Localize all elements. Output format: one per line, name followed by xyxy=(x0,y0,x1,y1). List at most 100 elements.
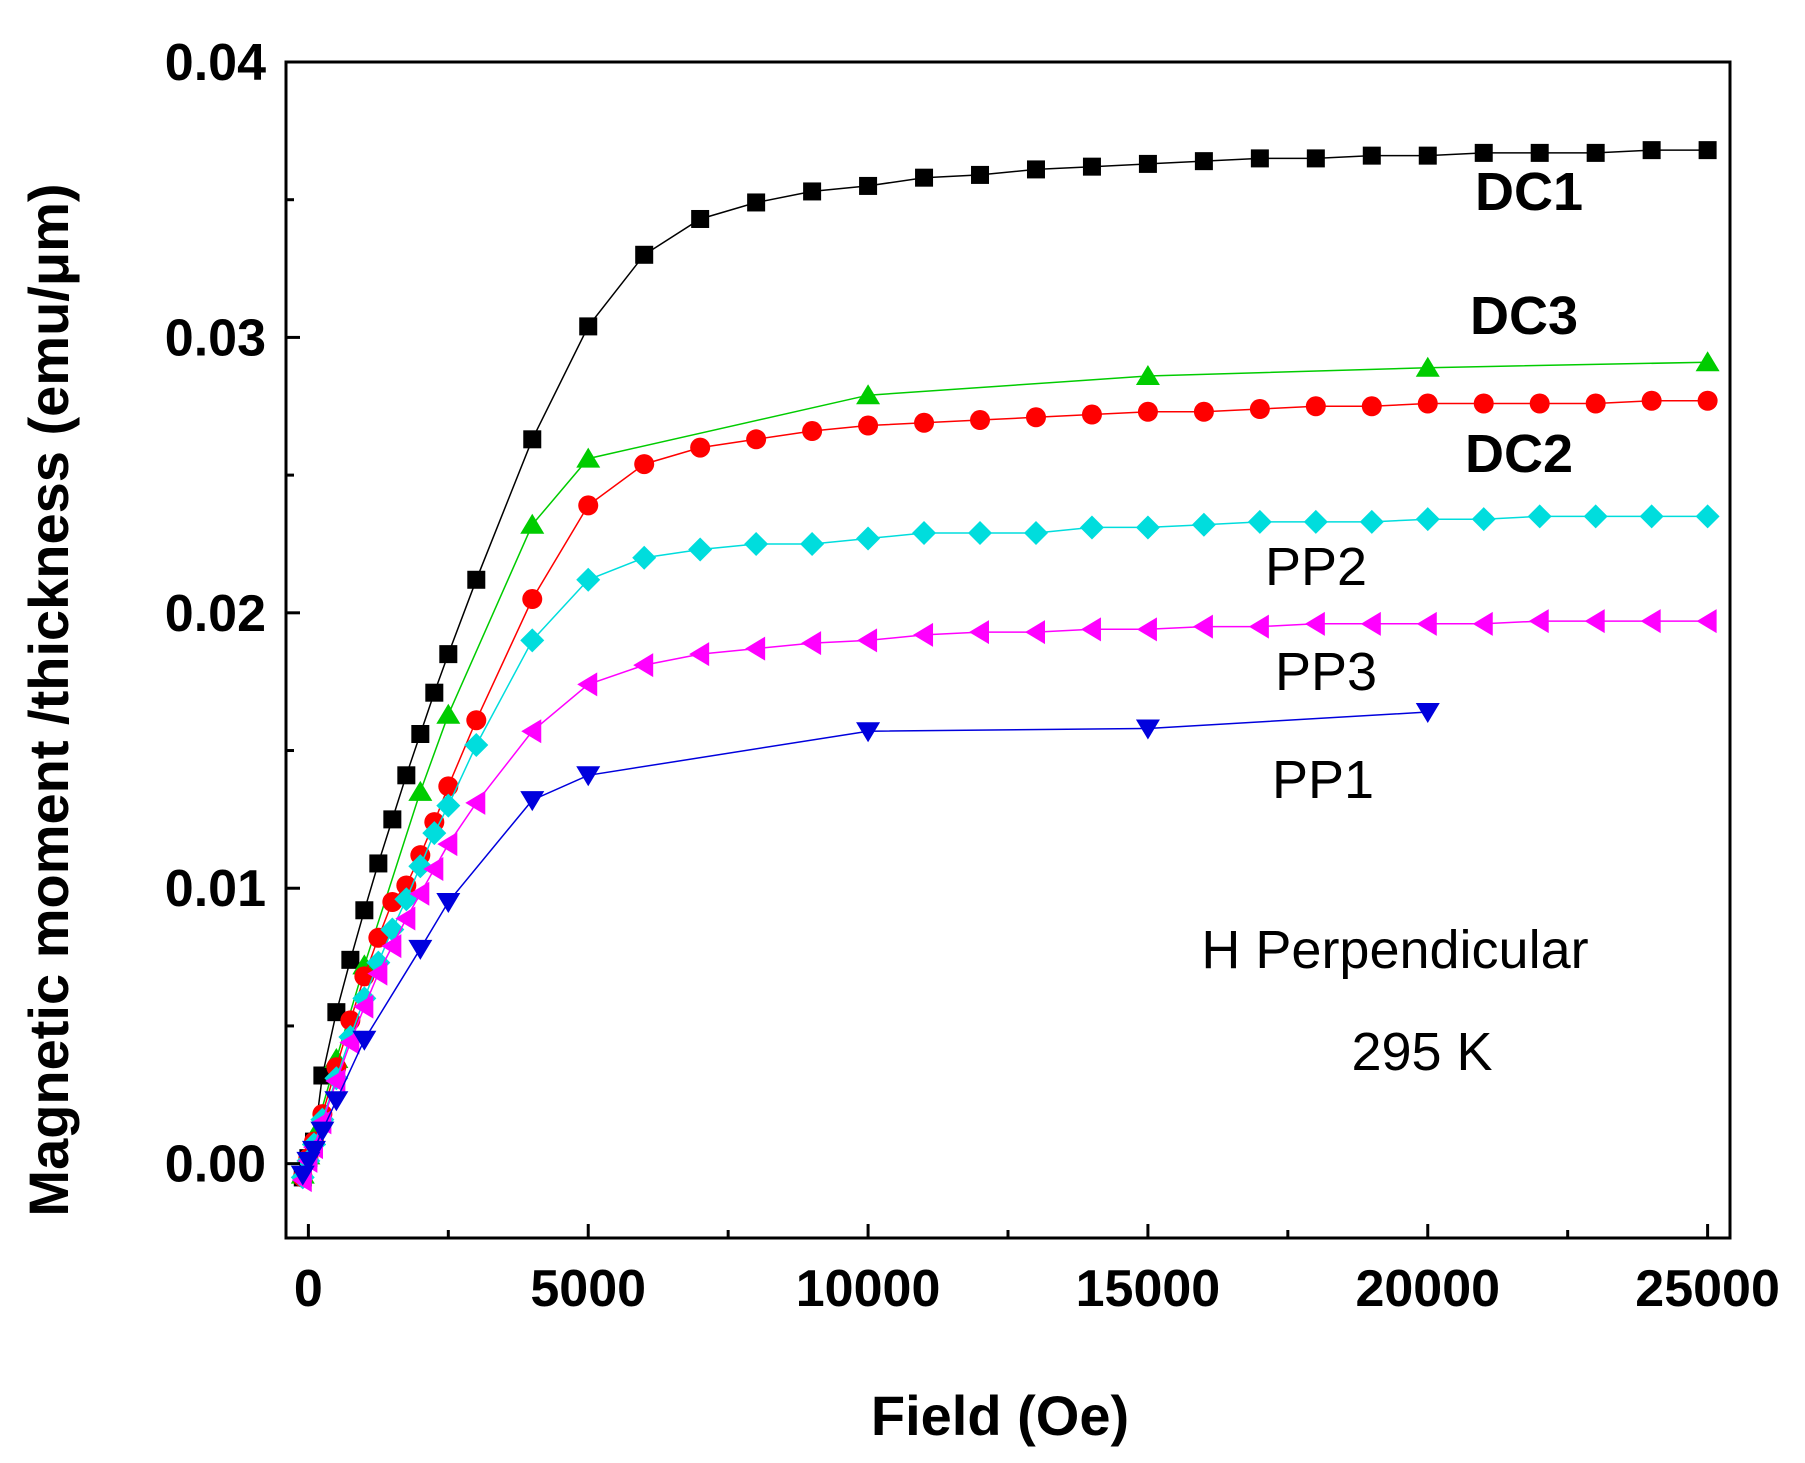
data-point xyxy=(576,766,601,787)
x-tick-label: 0 xyxy=(294,1260,323,1318)
data-point xyxy=(423,856,444,881)
data-point xyxy=(408,780,433,801)
data-point xyxy=(970,410,991,431)
data-point xyxy=(1026,160,1045,179)
data-point xyxy=(1696,609,1717,634)
data-point xyxy=(1135,364,1160,385)
series-label-pp3: PP3 xyxy=(1275,642,1377,702)
data-point xyxy=(912,520,937,545)
data-point xyxy=(1305,396,1326,417)
data-point xyxy=(1362,146,1381,165)
data-point xyxy=(325,1069,346,1094)
data-point xyxy=(368,927,389,948)
data-point xyxy=(354,966,375,987)
data-point xyxy=(341,950,360,969)
series-line-dc3 xyxy=(302,361,1708,1175)
data-point xyxy=(1641,390,1662,411)
data-point xyxy=(1640,609,1661,634)
data-point xyxy=(1584,609,1605,634)
y-tick-label: 0.02 xyxy=(165,585,266,643)
data-point xyxy=(408,939,433,960)
data-point xyxy=(425,683,444,702)
x-axis-title: Field (Oe) xyxy=(871,1384,1129,1447)
data-point xyxy=(1415,702,1440,723)
data-point xyxy=(1527,504,1552,529)
x-tick-label: 15000 xyxy=(1076,1260,1221,1318)
data-point xyxy=(383,810,402,829)
data-point xyxy=(1416,611,1437,636)
data-point xyxy=(436,703,461,724)
data-point xyxy=(324,1091,349,1112)
data-point xyxy=(1698,141,1717,160)
data-point xyxy=(915,168,934,187)
data-point xyxy=(1135,719,1160,740)
data-point xyxy=(353,994,374,1019)
data-point xyxy=(634,454,655,475)
y-tick-label: 0.00 xyxy=(165,1136,266,1194)
y-tick-label: 0.03 xyxy=(165,309,266,367)
data-point xyxy=(969,620,990,645)
data-point xyxy=(1248,614,1269,639)
series-pp1 xyxy=(290,702,1440,1186)
data-point xyxy=(523,430,542,449)
data-point xyxy=(1360,611,1381,636)
data-point xyxy=(1359,509,1384,534)
annotation-field-direction: H Perpendicular xyxy=(1201,920,1588,980)
data-point xyxy=(856,384,881,405)
data-point xyxy=(1583,504,1608,529)
data-point xyxy=(409,881,430,906)
data-point xyxy=(301,1140,326,1161)
data-point xyxy=(745,636,766,661)
data-point xyxy=(1082,157,1101,176)
data-point xyxy=(747,193,766,212)
data-point xyxy=(578,495,599,516)
data-point xyxy=(1472,611,1493,636)
y-tick-label: 0.01 xyxy=(165,860,266,918)
data-point xyxy=(802,421,823,442)
data-point xyxy=(1193,401,1214,422)
axis-layer: 0 5000 10000 15000 20000 25000 0.00 0.01 0.02 0.0… xyxy=(165,34,1780,1318)
data-point xyxy=(1306,149,1325,168)
data-point xyxy=(464,733,489,758)
data-point xyxy=(579,317,598,336)
annotation-temperature: 295 K xyxy=(1351,1022,1492,1082)
data-point xyxy=(408,854,433,879)
data-point xyxy=(1361,396,1382,417)
data-point xyxy=(1304,611,1325,636)
series-line-pp3 xyxy=(302,620,1708,1181)
data-point xyxy=(1192,614,1213,639)
x-tick-label: 5000 xyxy=(530,1260,646,1318)
data-point xyxy=(800,531,825,556)
series-line-pp2 xyxy=(302,515,1708,1178)
data-point xyxy=(381,934,402,959)
x-tick-label: 20000 xyxy=(1355,1260,1500,1318)
data-point xyxy=(310,1121,335,1142)
data-point xyxy=(466,710,487,731)
series-label-pp1: PP1 xyxy=(1272,750,1374,810)
data-point xyxy=(1473,393,1494,414)
data-point xyxy=(1695,504,1720,529)
data-point xyxy=(576,567,601,592)
data-point xyxy=(436,793,461,818)
data-point xyxy=(1528,609,1549,634)
data-point xyxy=(1023,520,1048,545)
series-pp2 xyxy=(290,504,1720,1190)
data-point xyxy=(1194,152,1213,171)
data-point xyxy=(422,821,447,846)
data-point xyxy=(396,875,417,896)
data-point xyxy=(465,790,486,815)
data-point xyxy=(1247,509,1272,534)
data-point xyxy=(522,589,543,610)
plot-frame xyxy=(284,60,1732,1240)
data-point xyxy=(1191,512,1216,537)
data-point xyxy=(691,209,710,228)
data-point xyxy=(859,176,878,195)
data-point xyxy=(369,854,388,873)
data-point xyxy=(1138,154,1157,173)
data-point xyxy=(411,725,430,743)
data-point xyxy=(467,570,486,589)
data-point xyxy=(968,520,993,545)
x-tick-label: 25000 xyxy=(1635,1260,1780,1318)
data-point xyxy=(635,245,654,264)
